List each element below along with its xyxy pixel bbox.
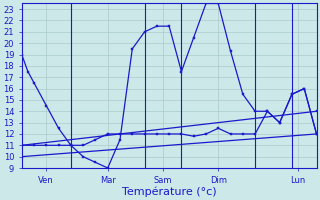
X-axis label: Température (°c): Température (°c) (122, 186, 216, 197)
